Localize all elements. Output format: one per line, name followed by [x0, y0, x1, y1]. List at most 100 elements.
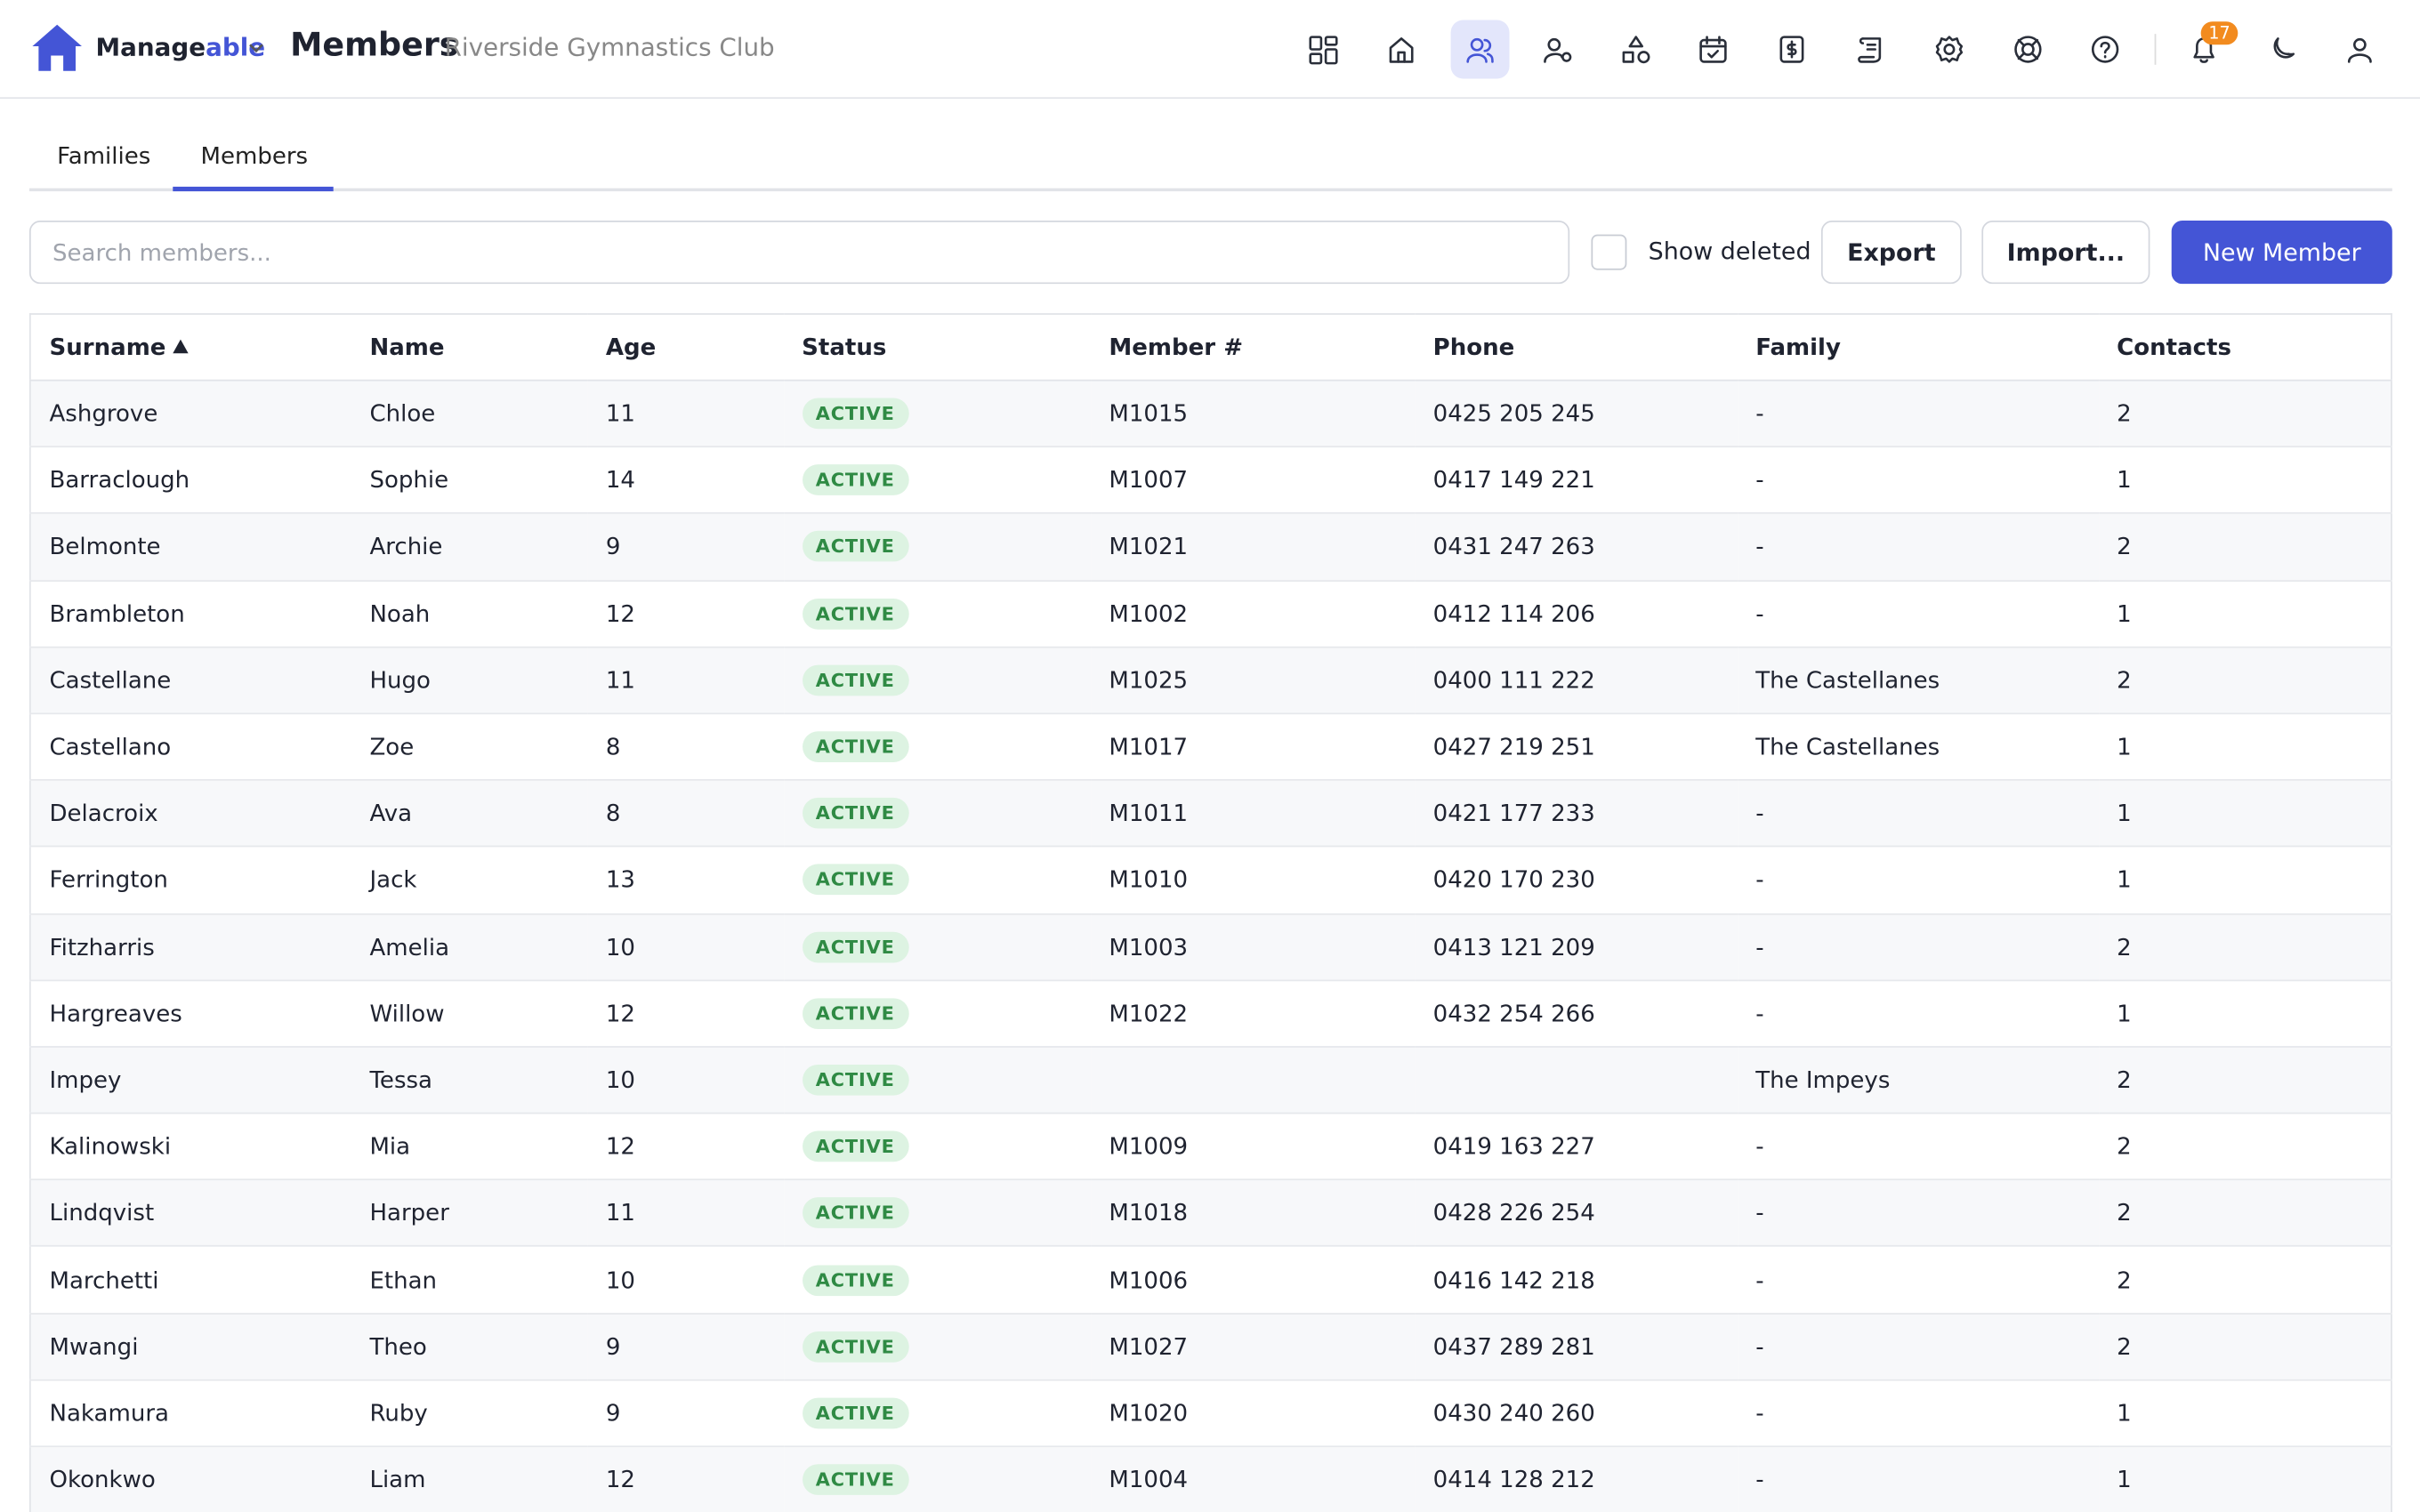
- member-row[interactable]: Ferrington Jack 13 ACTIVE M1010 0420 170 230-…: [29, 847, 2392, 914]
- nav-icon[interactable]: [1763, 20, 1821, 79]
- member-row[interactable]: Brambleton Noah 12 ACTIVE M1002 0412 114 206-…: [29, 580, 2392, 648]
- nav-icon[interactable]: [2330, 20, 2389, 79]
- top-bar: Manageable Members Riverside Gymnastics …: [0, 0, 2420, 100]
- cell: 9: [587, 1313, 784, 1381]
- cell: ACTIVE: [783, 513, 1091, 582]
- cell: 0416 142 218: [1414, 1246, 1738, 1315]
- checkbox-label[interactable]: Show deleted: [1648, 237, 1811, 266]
- new-member-button[interactable]: New Member: [2171, 221, 2392, 285]
- member-row[interactable]: Impey Tessa 10 ACTIVE The Impeys 2: [29, 1046, 2392, 1114]
- column-header: Contacts: [2098, 314, 2392, 382]
- cell: [1090, 1046, 1415, 1114]
- nav-icon[interactable]: [2254, 20, 2312, 79]
- cell: Castellano: [29, 713, 351, 781]
- cell: Ava: [351, 780, 588, 848]
- cell: 2: [2098, 1046, 2392, 1114]
- cell: 8: [587, 780, 784, 848]
- member-row[interactable]: Lindqvist Harper 11 ACTIVE M1018 0428 226 254…: [29, 1179, 2392, 1248]
- cell: M1022: [1090, 979, 1415, 1048]
- member-row[interactable]: Castellano Zoe 8 ACTIVE M1017 0427 219 251 The…: [29, 713, 2392, 781]
- column-header: Phone: [1414, 314, 1738, 382]
- cell: 0437 289 281: [1414, 1313, 1738, 1381]
- export-button[interactable]: Export: [1820, 221, 1962, 285]
- cell: The Castellanes: [1737, 713, 2099, 781]
- status-badge: ACTIVE: [802, 1064, 909, 1096]
- brand-first: Manage: [95, 32, 206, 62]
- nav-icon[interactable]: [1294, 20, 1352, 79]
- nav-icon[interactable]: [1372, 20, 1431, 79]
- column-header: Member #: [1090, 314, 1415, 382]
- member-row[interactable]: Delacroix Ava 8 ACTIVE M1011 0421 177 233-1: [29, 780, 2392, 848]
- column-header: Family: [1737, 314, 2099, 382]
- cell: [1414, 1046, 1738, 1114]
- tab-rule: [28, 188, 2392, 192]
- members-table: Surname Name Age Status Member # Phone Family C…: [28, 313, 2392, 1512]
- nav-icon[interactable]: [2076, 20, 2134, 79]
- cell: 2: [2098, 513, 2392, 582]
- cell: M1009: [1090, 1113, 1415, 1181]
- cell: 10: [587, 1046, 784, 1114]
- cell: -: [1737, 446, 2099, 515]
- status-badge: ACTIVE: [802, 398, 909, 430]
- cell: M1027: [1090, 1313, 1415, 1381]
- cell: 1: [2098, 847, 2392, 914]
- cell: 2: [2098, 1313, 2392, 1381]
- cell: ACTIVE: [783, 647, 1091, 715]
- member-row[interactable]: Ashgrove Chloe 11 ACTIVE M1015 0425 205 245-2: [29, 380, 2392, 448]
- nav-icon[interactable]: [1998, 20, 2057, 79]
- cell: ACTIVE: [783, 1046, 1091, 1114]
- nav-icon[interactable]: [1450, 20, 1510, 79]
- cell: -: [1737, 1313, 2099, 1381]
- nav-icon[interactable]: [1920, 20, 1979, 79]
- cell: M1015: [1090, 380, 1415, 448]
- cell: ACTIVE: [783, 1179, 1091, 1248]
- status-badge: ACTIVE: [802, 865, 909, 896]
- cell: ACTIVE: [783, 1446, 1091, 1512]
- header-row: Surname Name Age Status Member # Phone Family C…: [29, 314, 2392, 382]
- status-badge: ACTIVE: [802, 598, 909, 630]
- import-button[interactable]: Import...: [1981, 221, 2150, 285]
- cell: 12: [587, 580, 784, 648]
- nav-icon[interactable]: [1684, 20, 1743, 79]
- member-row[interactable]: Fitzharris Amelia 10 ACTIVE M1003 0413 121 20…: [29, 913, 2392, 981]
- brand[interactable]: Manageable: [96, 32, 265, 61]
- cell: Fitzharris: [29, 913, 351, 981]
- nav-icon[interactable]: [1528, 20, 1586, 79]
- tab-active[interactable]: Members: [200, 141, 309, 170]
- member-row[interactable]: Marchetti Ethan 10 ACTIVE M1006 0416 142 218-…: [29, 1246, 2392, 1315]
- member-row[interactable]: Castellane Hugo 11 ACTIVE M1025 0400 111 222 T…: [29, 647, 2392, 715]
- cell: 2: [2098, 647, 2392, 715]
- cell: Marchetti: [29, 1246, 351, 1315]
- nav-icon[interactable]: [1841, 20, 1900, 79]
- member-row[interactable]: Mwangi Theo 9 ACTIVE M1027 0437 289 281-2: [29, 1313, 2392, 1381]
- cell: 0430 240 260: [1414, 1379, 1738, 1448]
- column-header[interactable]: Surname: [29, 314, 351, 382]
- tab[interactable]: Families: [57, 141, 151, 170]
- cell: Ruby: [351, 1379, 588, 1448]
- cell: Ethan: [351, 1246, 588, 1315]
- checkbox[interactable]: [1591, 234, 1627, 270]
- cell: M1011: [1090, 780, 1415, 848]
- cell: Delacroix: [29, 780, 351, 848]
- search-box[interactable]: Search members...: [28, 221, 1570, 285]
- page-title: Members: [290, 26, 459, 64]
- table-body: Ashgrove Chloe 11 ACTIVE M1015 0425 205 245-2…: [29, 380, 2392, 1512]
- cell: ACTIVE: [783, 1246, 1091, 1315]
- cell: 1: [2098, 446, 2392, 515]
- cell: ACTIVE: [783, 1379, 1091, 1448]
- logo: [32, 24, 82, 71]
- member-row[interactable]: Barraclough Sophie 14 ACTIVE M1007 0417 149 2…: [29, 446, 2392, 515]
- nav-icon[interactable]: [1607, 20, 1666, 79]
- cell: Hargreaves: [29, 979, 351, 1048]
- member-row[interactable]: Kalinowski Mia 12 ACTIVE M1009 0419 163 227-2: [29, 1113, 2392, 1181]
- member-row[interactable]: Belmonte Archie 9 ACTIVE M1021 0431 247 263-2: [29, 513, 2392, 582]
- member-row[interactable]: Okonkwo Liam 12 ACTIVE M1004 0414 128 212-1: [29, 1446, 2392, 1512]
- cell: 11: [587, 380, 784, 448]
- column-header: Status: [783, 314, 1091, 382]
- member-row[interactable]: Nakamura Ruby 9 ACTIVE M1020 0430 240 260-1: [29, 1379, 2392, 1448]
- member-row[interactable]: Hargreaves Willow 12 ACTIVE M1022 0432 254 26…: [29, 979, 2392, 1048]
- brand-chevron[interactable]: [247, 42, 266, 57]
- cell: 0412 114 206: [1414, 580, 1738, 648]
- cell: 0420 170 230: [1414, 847, 1738, 914]
- notification-badge: 17: [2200, 21, 2238, 45]
